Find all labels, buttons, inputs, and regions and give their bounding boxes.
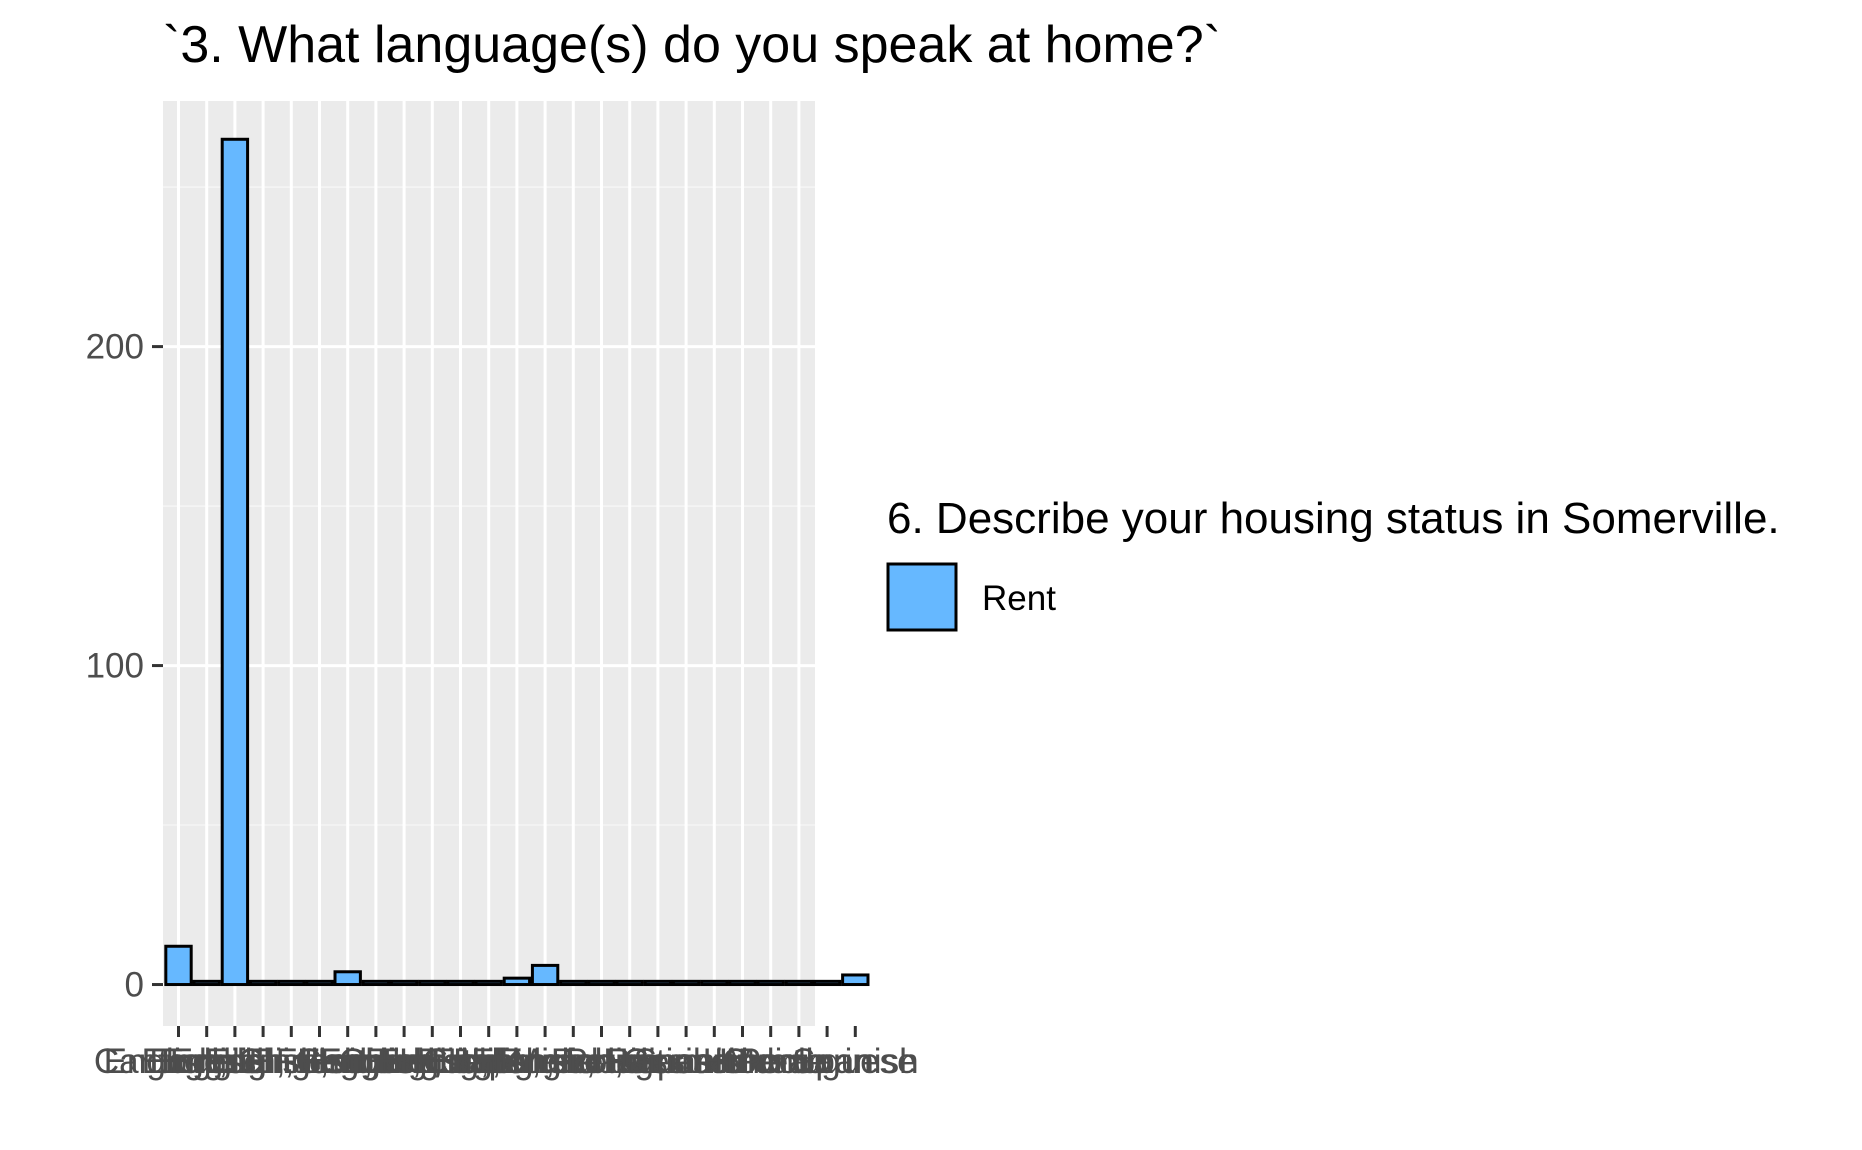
bar-english-greek	[305, 979, 334, 987]
y-axis: 0 100 200	[86, 328, 163, 1005]
bar-english-russian	[587, 979, 616, 987]
chart-title: `3. What language(s) do you speak at hom…	[163, 16, 1221, 74]
bar-korean	[756, 979, 785, 987]
x-tick-label: English, Haitian Creole	[170, 1042, 526, 1081]
bar-english-german	[277, 979, 306, 987]
x-tick-label: English, Korean	[365, 1042, 612, 1081]
x-tick-label: English, Greek	[205, 1042, 435, 1081]
x-tick-label: Korean	[714, 1042, 827, 1081]
bar-english-hindi	[389, 979, 419, 987]
bar-english-mandarin	[502, 976, 532, 987]
x-tick-label: Hindi	[703, 1042, 783, 1081]
legend: 6. Describe your housing status in Somer…	[886, 494, 1780, 632]
bar-german	[671, 979, 701, 987]
x-tick-label: German	[623, 1042, 749, 1081]
bar-english	[192, 979, 221, 987]
y-tick-label: 0	[125, 966, 144, 1005]
bar-portuguese	[812, 979, 842, 987]
bar-english-polish	[530, 963, 560, 987]
bar-english-hebrew	[361, 979, 391, 987]
bar-haitian-creole	[700, 979, 729, 987]
x-tick-label: English, Mandarin	[377, 1042, 657, 1081]
bar-english-french	[248, 979, 278, 987]
bar-hindi	[728, 979, 757, 987]
bar-english-portuguese	[559, 979, 588, 987]
bars	[164, 137, 870, 987]
x-tick-label: English, Polish	[430, 1042, 660, 1081]
x-tick-label: English, Portuguese	[417, 1042, 730, 1081]
x-tick-label: English, Italian	[318, 1042, 546, 1081]
bar-english-haitian-creole	[333, 970, 362, 987]
legend-label-rent: Rent	[982, 579, 1056, 618]
x-tick-label: English, Hebrew	[248, 1042, 504, 1081]
bar-english-spanish	[615, 979, 644, 987]
bar-spanish	[841, 973, 870, 987]
y-tick-label: 200	[86, 328, 144, 367]
x-tick-label: English, Chinese	[104, 1042, 367, 1081]
x-tick-label: French	[603, 1042, 712, 1081]
x-tick-label: Mandarin	[726, 1042, 872, 1081]
bar-english-korean	[474, 979, 503, 987]
x-tick-label: Haitian Creole	[603, 1042, 825, 1081]
x-tick-label: Cantonese	[94, 1042, 263, 1081]
bar-mandarin	[784, 979, 814, 987]
bar-english-japanese	[446, 979, 475, 987]
bar-cantonese	[164, 944, 193, 987]
x-tick-label: English, Russian	[471, 1042, 732, 1081]
x-tick-label: Spanish	[792, 1042, 918, 1081]
x-tick-label: English	[149, 1042, 264, 1081]
x-tick-label: English, German	[161, 1042, 422, 1081]
bar-english-chinese	[220, 137, 250, 987]
bar-english-italian	[418, 979, 447, 987]
x-tick-label: Portuguese	[738, 1042, 917, 1081]
x-tick-label: English, Spanish	[499, 1042, 760, 1081]
legend-title: 6. Describe your housing status in Somer…	[887, 494, 1780, 543]
y-tick-label: 100	[86, 647, 144, 686]
x-tick-label: English, Japanese	[317, 1042, 603, 1081]
x-tick-label: English, French	[142, 1042, 385, 1081]
x-tick-label: English, Hindi	[297, 1042, 511, 1081]
bar-french	[643, 979, 673, 987]
legend-key-rent	[886, 562, 958, 632]
